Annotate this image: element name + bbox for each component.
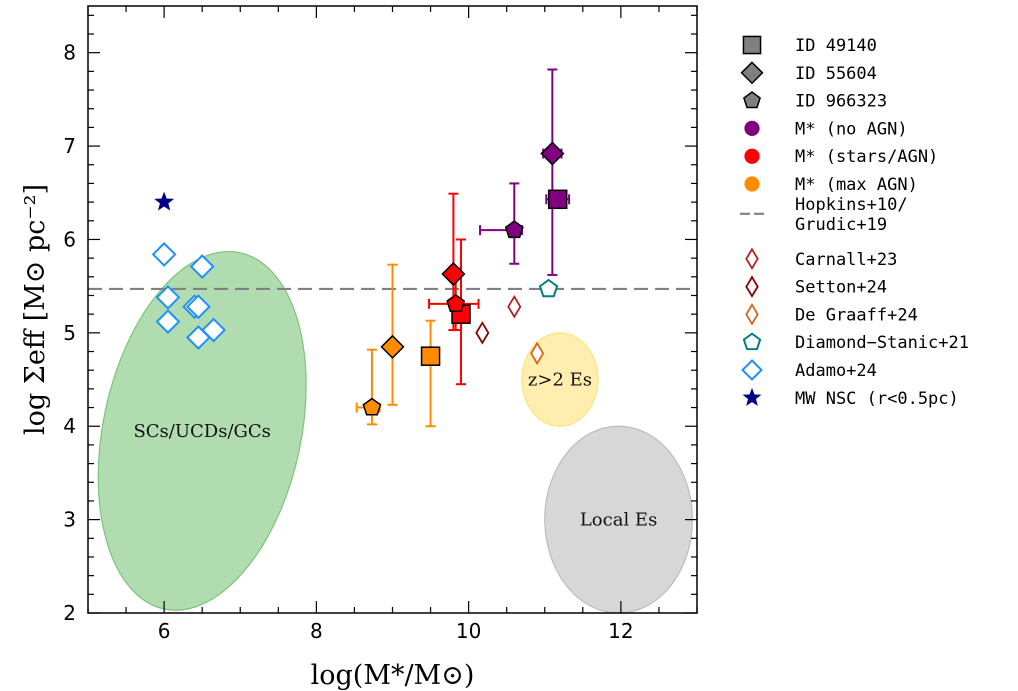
y-tick-label: 6 (63, 227, 76, 251)
point-id-966323-0 (504, 220, 524, 239)
y-tick-label: 7 (63, 134, 76, 158)
point-mw-nsc-r-0-5pc--0 (154, 191, 175, 211)
legend-label-6-line2: Grudic+19 (795, 215, 887, 235)
legend-marker-0 (742, 35, 762, 55)
region-label-0: SCs/UCDs/GCs (133, 421, 270, 442)
point-id-55604-1 (441, 261, 466, 287)
point-id-966323-2 (362, 397, 382, 416)
legend-marker-8 (745, 275, 759, 298)
y-tick-label: 5 (63, 321, 76, 345)
legend-marker-4 (744, 148, 760, 164)
y-tick-label: 2 (63, 601, 76, 625)
point-diamond-stanic-21-0 (538, 278, 559, 298)
legend-marker-11 (741, 359, 763, 381)
points-layer (151, 141, 568, 416)
legend-marker-3 (744, 120, 760, 136)
legend-label-6: Hopkins+10/ (795, 195, 908, 215)
legend-label-11: Adamo+24 (795, 361, 877, 381)
x-tick-label: 10 (456, 619, 481, 643)
legend-label-0: ID 49140 (795, 36, 877, 56)
region-label-2: Local Es (580, 510, 657, 531)
point-carnall-23-0 (507, 294, 522, 319)
y-axis-label: log Σeff [M⊙ pc⁻²] (20, 184, 51, 435)
legend-label-1: ID 55604 (795, 64, 877, 84)
point-adamo-24-0 (151, 241, 177, 267)
point-id-55604-2 (380, 334, 405, 359)
legend-marker-2 (743, 91, 761, 109)
legend-label-7: Carnall+23 (795, 250, 897, 270)
legend-marker-1 (740, 61, 764, 85)
y-tick-label: 4 (63, 414, 76, 438)
legend-marker-9 (745, 303, 759, 326)
x-axis-label: log(M*/M⊙) (311, 660, 475, 691)
point-id-55604-0 (540, 141, 565, 166)
legend-label-8: Setton+24 (795, 278, 887, 298)
legend-label-4: M* (stars/AGN) (795, 147, 938, 167)
point-adamo-24-5 (155, 309, 181, 335)
point-adamo-24-2 (155, 284, 181, 310)
legend-label-5: M* (max AGN) (795, 175, 918, 195)
y-tick-label: 8 (63, 41, 76, 65)
axis-ticks: 6 8 10 12 2 3 4 5 6 7 8 (63, 6, 698, 643)
x-tick-label: 12 (608, 619, 633, 643)
legend-marker-12 (742, 387, 762, 406)
x-tick-label: 6 (158, 619, 171, 643)
point-id-49140-2 (420, 346, 441, 366)
point-de-graaff-24-0 (530, 341, 545, 366)
legend-marker-10 (742, 332, 762, 351)
legend-label-2: ID 966323 (795, 92, 887, 112)
y-tick-label: 3 (63, 508, 76, 532)
point-id-966323-1 (446, 293, 466, 312)
point-adamo-24-1 (189, 254, 215, 279)
legend-label-12: MW NSC (r<0.5pc) (795, 389, 959, 409)
point-adamo-24-7 (185, 325, 211, 350)
legend-label-9: De Graaff+24 (795, 305, 918, 325)
x-tick-label: 8 (310, 619, 323, 643)
legend-marker-7 (745, 247, 759, 271)
legend-label-3: M* (no AGN) (795, 119, 908, 139)
point-id-49140-0 (547, 189, 568, 210)
legend-marker-5 (744, 176, 760, 192)
point-adamo-24-4 (185, 294, 211, 320)
region-label-1: z>2 Es (528, 370, 592, 391)
point-setton-24-0 (475, 321, 490, 345)
legend-label-10: Diamond−Stanic+21 (795, 333, 969, 353)
legend: ID 49140 ID 55604 ID 966323 M* (no AGN) M* (… (740, 35, 969, 409)
